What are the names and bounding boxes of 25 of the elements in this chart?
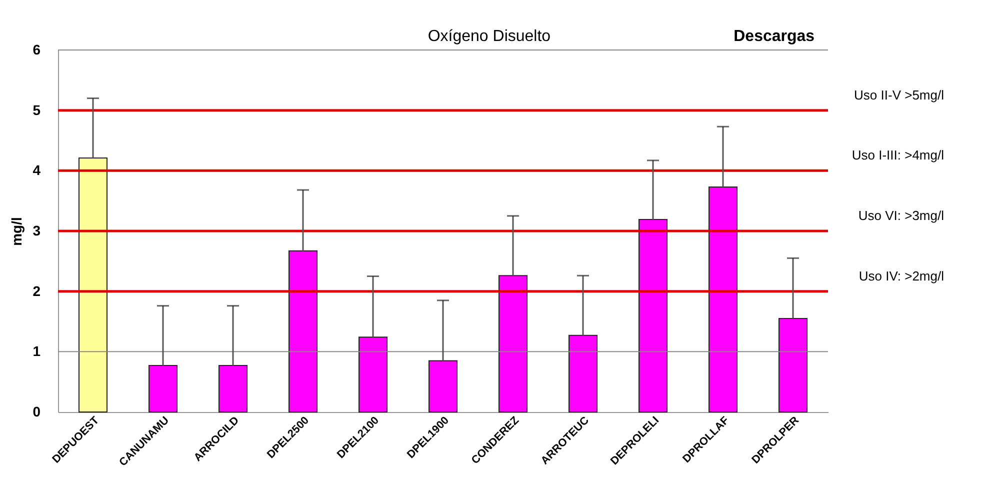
bar <box>498 275 528 412</box>
y-tick-label: 2 <box>32 282 41 299</box>
y-tick-label: 3 <box>32 222 41 238</box>
bar <box>148 365 178 412</box>
bar <box>78 157 108 412</box>
y-axis-title: mg/l <box>8 217 25 246</box>
y-tick-label: 0 <box>32 404 41 420</box>
bar <box>428 360 458 412</box>
bar <box>568 334 598 412</box>
ref-line-label: Uso I-III: >4mg/l <box>852 148 944 163</box>
y-tick-label: 6 <box>32 42 41 58</box>
y-tick-label: 4 <box>32 162 41 178</box>
bar <box>358 336 388 412</box>
bar <box>638 219 668 412</box>
ref-line-label: Uso VI: >3mg/l <box>858 208 944 223</box>
ref-line-label: Uso II-V >5mg/l <box>854 87 944 102</box>
y-tick-label: 5 <box>32 102 41 118</box>
ref-line-label: Uso IV: >2mg/l <box>858 268 944 284</box>
y-tick-label: 1 <box>32 343 41 360</box>
bar <box>708 186 738 412</box>
bar <box>218 365 248 412</box>
chart-title: Oxígeno Disuelto <box>428 28 551 45</box>
bar <box>778 318 808 412</box>
text: Descargas <box>734 28 815 45</box>
bar <box>288 250 318 412</box>
